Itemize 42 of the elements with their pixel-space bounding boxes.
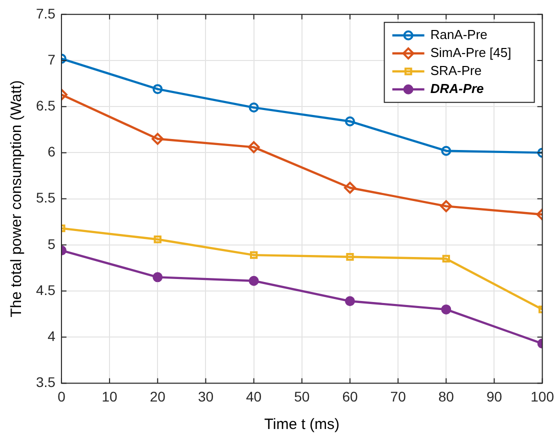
point xyxy=(152,132,164,145)
y-tick-label: 7 xyxy=(48,51,56,68)
y-tick-label: 5 xyxy=(48,236,56,252)
point xyxy=(248,102,259,113)
y-tick-label: 4 xyxy=(48,328,56,344)
point xyxy=(442,254,450,263)
point xyxy=(250,251,258,259)
y-axis-title: The total power consumption (Watt) xyxy=(8,80,26,318)
x-tick-label: 40 xyxy=(246,388,262,404)
x-tick-label: 100 xyxy=(530,388,554,404)
x-tick-label: 80 xyxy=(438,388,454,404)
legend-label: DRA-Pre xyxy=(430,80,484,96)
point xyxy=(441,304,452,314)
point xyxy=(344,116,355,126)
x-tick-label: 20 xyxy=(150,388,166,404)
y-tick-label: 4.5 xyxy=(36,282,56,298)
legend-label: SRA-Pre xyxy=(430,62,482,78)
y-tick-label: 3.5 xyxy=(36,374,56,390)
legend-label: RanA-Pre xyxy=(430,26,488,42)
x-tick-label: 10 xyxy=(102,388,118,404)
point xyxy=(248,276,259,286)
x-tick-label: 70 xyxy=(390,388,406,404)
x-tick-label: 0 xyxy=(58,388,66,404)
point xyxy=(441,146,452,156)
point xyxy=(344,182,356,194)
y-tick-label: 5.5 xyxy=(36,190,56,206)
y-tick-label: 6.5 xyxy=(36,97,56,114)
legend-label: SimA-Pre [45] xyxy=(430,44,512,60)
x-tick-label: 60 xyxy=(342,388,358,404)
point xyxy=(248,141,260,154)
point xyxy=(152,272,163,282)
point xyxy=(346,253,354,261)
point xyxy=(154,236,162,244)
y-tick-label: 6 xyxy=(48,144,56,160)
y-tick-label: 7.5 xyxy=(36,5,56,22)
x-tick-label: 30 xyxy=(198,388,214,404)
point xyxy=(344,296,355,306)
x-tick-label: 50 xyxy=(294,388,310,404)
point xyxy=(152,84,163,94)
point xyxy=(440,200,452,212)
x-tick-label: 90 xyxy=(486,388,502,404)
x-axis-title: Time t (ms) xyxy=(264,416,340,434)
